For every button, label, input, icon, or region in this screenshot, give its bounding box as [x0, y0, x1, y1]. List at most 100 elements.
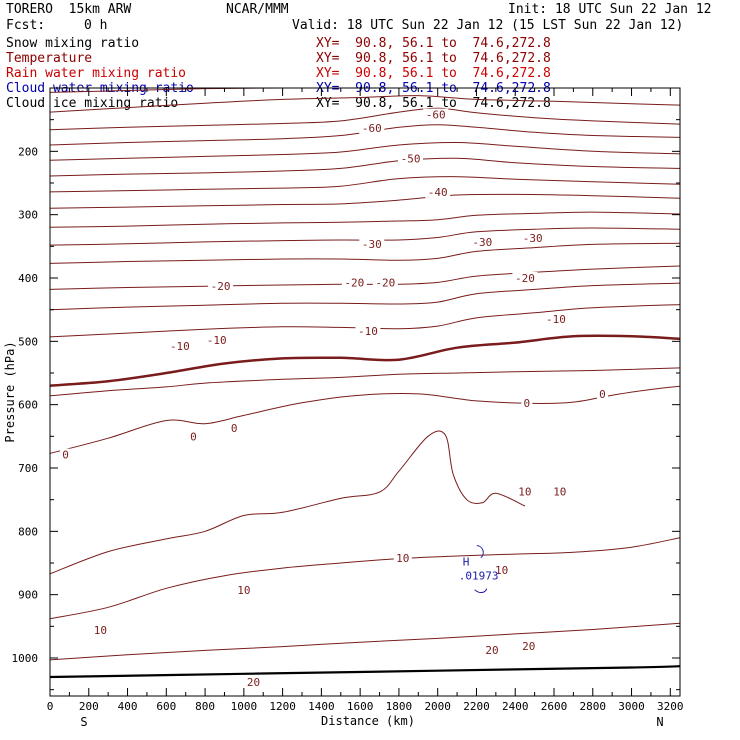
isotherm-label: -30 — [523, 232, 543, 245]
y-tick-label: 1000 — [12, 652, 39, 665]
cloud-water-contour — [474, 545, 488, 594]
forecast-label: Fcst: — [6, 18, 46, 33]
y-tick-label: 600 — [18, 399, 38, 412]
isotherm-15 — [50, 430, 526, 575]
isotherm-label: 20 — [485, 644, 498, 657]
isotherm-layer — [50, 88, 680, 679]
y-axis-label: Pressure (hPa) — [3, 341, 17, 442]
isotherm--20 — [50, 242, 680, 264]
isotherm-label: -10 — [207, 334, 227, 347]
isotherm--40 — [50, 176, 680, 193]
cloud-water-max-marker: H — [463, 556, 470, 569]
x-axis-label: Distance (km) — [321, 714, 415, 728]
isotherm-5 — [50, 367, 680, 397]
isotherm-label: -60 — [426, 109, 446, 122]
isotherm-label-bg — [520, 232, 546, 245]
init-time: Init: 18 UTC Sun 22 Jan 12 — [508, 2, 712, 17]
isotherm-label: -20 — [375, 276, 395, 289]
isotherm-label-bg — [543, 313, 569, 326]
x-axis-right-end: N — [656, 715, 663, 729]
isotherm-label-bg — [359, 121, 385, 134]
isotherm-label-bg — [482, 643, 501, 656]
isotherm-label-bg — [492, 563, 511, 576]
isotherm-label-bg — [469, 235, 495, 248]
isotherm-label-bg — [60, 448, 72, 461]
x-tick-label: 800 — [195, 700, 215, 713]
isotherm-0 — [50, 334, 680, 387]
isotherm-label-bg — [550, 485, 569, 498]
y-tick-label: 400 — [18, 272, 38, 285]
x-tick-label: 2200 — [463, 700, 490, 713]
isotherm--60 — [50, 107, 680, 131]
isotherm-10 — [50, 385, 680, 454]
isotherm-label: 0 — [524, 397, 531, 410]
isotherm-label-bg — [393, 551, 412, 564]
isotherm-label-bg — [244, 676, 263, 689]
surface-line — [50, 665, 680, 679]
isotherm-label: -40 — [428, 186, 448, 199]
cloud-water-layer: H.01973 — [459, 545, 499, 594]
isotherm-label: -10 — [546, 313, 566, 326]
x-tick-label: 600 — [156, 700, 176, 713]
isotherm-label-bg — [425, 185, 451, 198]
isotherm-label: -10 — [170, 340, 190, 353]
isotherm-label-layer: -60 -60 -50 -40 -30 -30 -30 -20 -20 -20 -20 -10 -10 -… — [60, 108, 608, 689]
field-xy-snow: XY= 90.8, 56.1 to 74.6,272.8 — [316, 36, 551, 51]
y-tick-label: 200 — [18, 145, 38, 158]
x-tick-label: 2400 — [502, 700, 529, 713]
isotherm-label-bg — [187, 430, 199, 443]
isotherm-label: -20 — [211, 280, 231, 293]
cloud-water-max-value: .01973 — [459, 570, 499, 583]
isotherm-label-bg — [91, 624, 110, 637]
isotherm-20 — [50, 537, 680, 620]
isotherm-label-bg — [204, 334, 230, 347]
x-tick-label: 1600 — [347, 700, 374, 713]
isotherm--10 — [50, 282, 680, 311]
isotherm--25 — [50, 227, 680, 246]
x-tick-label: 200 — [79, 700, 99, 713]
isotherm-label: -60 — [362, 122, 382, 135]
isotherm-label: 10 — [94, 624, 107, 637]
isotherm-label: -20 — [344, 276, 364, 289]
isotherm-label: -30 — [362, 238, 382, 251]
isotherm-label-bg — [515, 485, 534, 498]
field-name-temperature: Temperature — [6, 51, 93, 66]
field-name-snow: Snow mixing ratio — [6, 36, 140, 51]
isotherm--65 — [50, 95, 680, 113]
isotherm-label-bg — [521, 396, 533, 409]
x-tick-label: 1200 — [269, 700, 296, 713]
x-axis-left-end: S — [80, 715, 87, 729]
isotherm-label-bg — [359, 237, 385, 250]
x-tick-label: 2600 — [541, 700, 568, 713]
isotherm-label: 0 — [231, 422, 238, 435]
x-tick-label: 2000 — [424, 700, 451, 713]
model-title: TORERO 15km ARW — [6, 2, 132, 17]
isotherm-label-bg — [512, 272, 538, 284]
valid-time: Valid: 18 UTC Sun 22 Jan 12 (15 LST Sun … — [292, 18, 684, 33]
isotherm-label-bg — [355, 325, 381, 338]
x-tick-label: 2800 — [580, 700, 607, 713]
isotherm-label: 10 — [237, 584, 250, 597]
isotherm-label: 0 — [190, 430, 197, 443]
y-tick-label: 700 — [18, 462, 38, 475]
isotherm-label: 10 — [495, 564, 508, 577]
isotherm-label-bg — [398, 152, 424, 165]
y-tick-label: 300 — [18, 209, 38, 222]
isotherm-label-bg — [519, 639, 538, 652]
isotherm-label: -10 — [358, 325, 378, 338]
isotherm-label-bg — [167, 339, 193, 352]
isotherm-label-bg — [234, 584, 253, 597]
isotherm--30 — [50, 211, 680, 228]
isotherm--45 — [50, 157, 680, 177]
isotherm--35 — [50, 193, 680, 209]
isotherm-label: 20 — [522, 640, 535, 653]
isotherm-label-bg — [423, 108, 449, 121]
field-name-cloud-ice: Cloud ice mixing ratio — [6, 96, 179, 111]
isotherm-label-bg — [208, 280, 234, 293]
isotherm--50 — [50, 141, 680, 161]
x-tick-label: 0 — [47, 700, 54, 713]
isotherm--5 — [50, 304, 680, 338]
isotherm-label: 20 — [247, 676, 260, 689]
x-tick-label: 3000 — [618, 700, 645, 713]
